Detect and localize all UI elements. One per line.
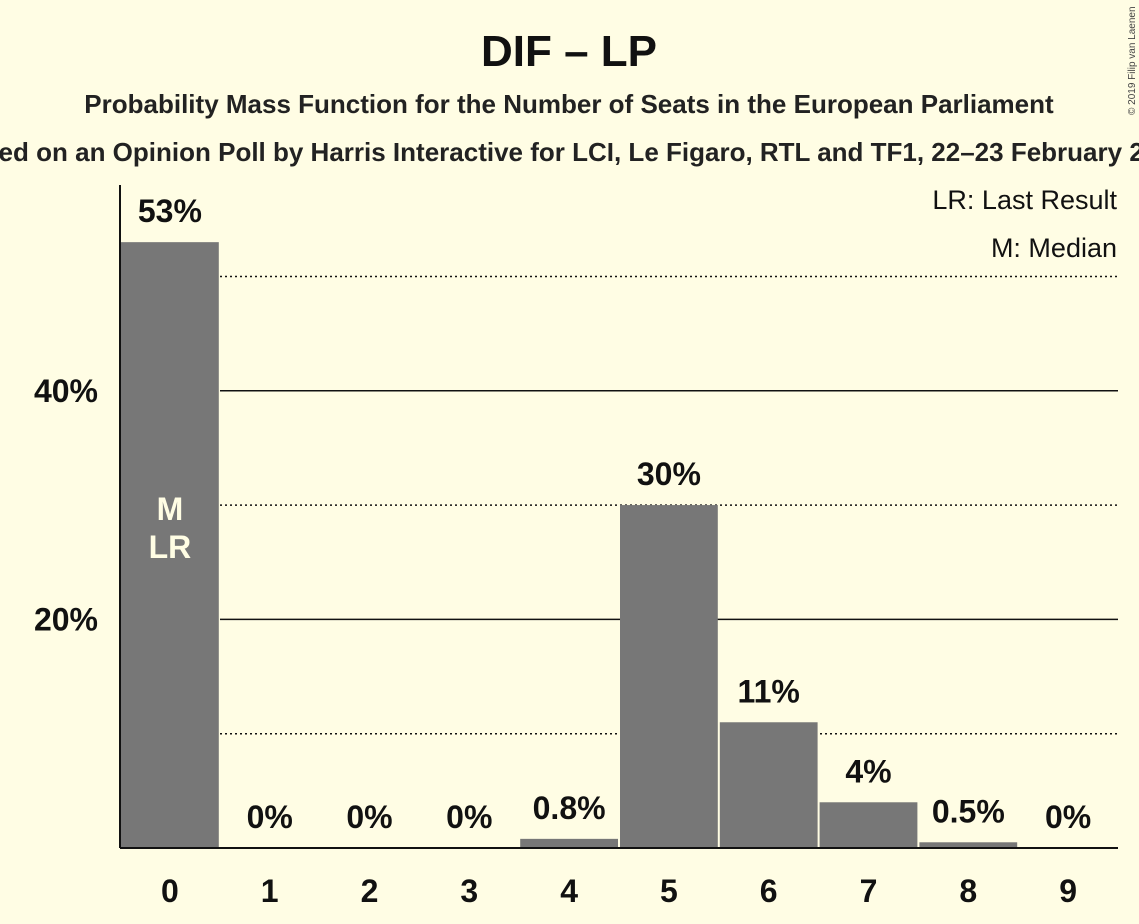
chart-title: DIF – LP <box>481 27 657 76</box>
y-tick-label: 40% <box>34 373 98 409</box>
data-label: 0% <box>1045 799 1091 835</box>
chart-source-line: Based on an Opinion Poll by Harris Inter… <box>0 137 1139 167</box>
data-label: 0% <box>446 799 492 835</box>
legend-median: M: Median <box>991 233 1117 263</box>
bar <box>719 722 818 848</box>
axes: 20% 40% 0 1 2 3 4 5 6 7 8 9 <box>34 185 1118 909</box>
data-label: 53% <box>138 193 202 229</box>
data-label: 30% <box>637 456 701 492</box>
bar <box>919 842 1018 848</box>
y-tick-label: 20% <box>34 601 98 637</box>
data-label: 0% <box>346 799 392 835</box>
x-tick-label: 5 <box>660 873 678 909</box>
data-label: 0% <box>247 799 293 835</box>
data-label: 0.8% <box>533 790 606 826</box>
chart-subtitle: Probability Mass Function for the Number… <box>84 89 1054 119</box>
bar <box>819 802 918 848</box>
x-tick-label: 8 <box>959 873 977 909</box>
bar <box>520 838 618 848</box>
bar <box>620 505 718 848</box>
x-tick-label: 7 <box>860 873 878 909</box>
data-label: 4% <box>845 753 891 789</box>
legend-last-result: LR: Last Result <box>932 185 1117 215</box>
copyright-notice: © 2019 Filip van Laenen <box>1127 6 1138 115</box>
bars <box>121 242 1018 849</box>
data-label: 11% <box>738 673 800 709</box>
x-tick-label: 0 <box>161 873 179 909</box>
x-tick-label: 3 <box>460 873 478 909</box>
bar <box>121 242 219 849</box>
last-result-marker: LR <box>149 529 192 565</box>
x-tick-label: 1 <box>261 873 279 909</box>
median-marker: M <box>157 491 184 527</box>
x-tick-label: 2 <box>361 873 379 909</box>
x-tick-label: 9 <box>1059 873 1077 909</box>
x-tick-label: 4 <box>560 873 578 909</box>
x-tick-label: 6 <box>760 873 778 909</box>
data-labels: 53% 0% 0% 0% 0.8% 30% 11% 4% 0.5% 0% MLR <box>138 193 1091 835</box>
data-label: 0.5% <box>932 793 1005 829</box>
